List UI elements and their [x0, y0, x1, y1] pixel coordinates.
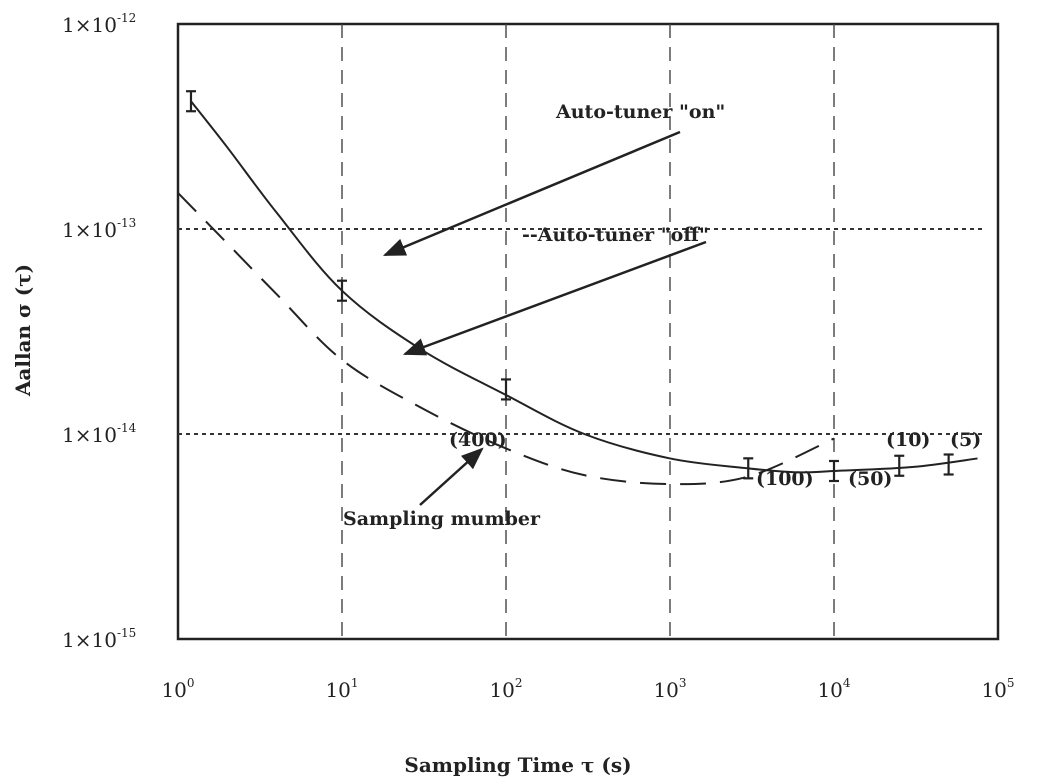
vertical-grid: [341, 24, 835, 639]
y-tick-label-1: 1×10-13: [62, 216, 136, 242]
arrow-sampling: [419, 447, 484, 506]
x-tick-label-2: 102: [489, 676, 522, 702]
error-bar-2: [501, 378, 511, 401]
y-tick-label-3: 1×10-15: [62, 626, 136, 652]
error-bar-6: [943, 453, 954, 476]
annotation-sampling-number: Sampling mumber: [343, 508, 541, 530]
x-tick-labels: 100 101 102 103 104 105: [161, 676, 1014, 702]
error-bar-1: [337, 279, 347, 302]
y-tick-label-0: 1×10-12: [62, 11, 136, 37]
x-axis-label: Sampling Time τ (s): [404, 753, 631, 777]
reference-lines: [178, 228, 984, 435]
x-tick-label-4: 104: [817, 676, 850, 702]
arrow-off: [402, 240, 707, 356]
y-tick-labels: 1×10-12 1×10-13 1×10-14 1×10-15: [62, 11, 137, 652]
arrow-on: [382, 130, 681, 257]
annotation-n50: (50): [848, 468, 892, 490]
annotation-n100: (100): [756, 468, 814, 490]
y-tick-label-2: 1×10-14: [62, 421, 137, 447]
annotation-auto-tuner-off: --Auto-tuner "off": [522, 224, 709, 246]
annotation-auto-tuner-on: Auto-tuner "on": [555, 101, 725, 123]
annotation-n400: (400): [449, 429, 507, 451]
series-group: [177, 100, 978, 486]
annotation-n10: (10): [886, 429, 930, 451]
error-bar-4: [829, 459, 839, 483]
error-bar-3: [743, 457, 754, 480]
annotation-n5: (5): [950, 429, 981, 451]
x-tick-label-5: 105: [981, 676, 1014, 702]
x-tick-label-3: 103: [653, 676, 686, 702]
error-bars: [185, 90, 954, 483]
series-line-auto-tuner-off: [177, 192, 835, 486]
plot-frame: [176, 22, 1000, 641]
y-axis-label: Aallan σ (τ): [11, 264, 35, 397]
x-tick-label-0: 100: [161, 676, 194, 702]
x-tick-label-1: 101: [325, 676, 358, 702]
error-bar-5: [894, 454, 905, 477]
error-bar-0: [185, 90, 196, 113]
